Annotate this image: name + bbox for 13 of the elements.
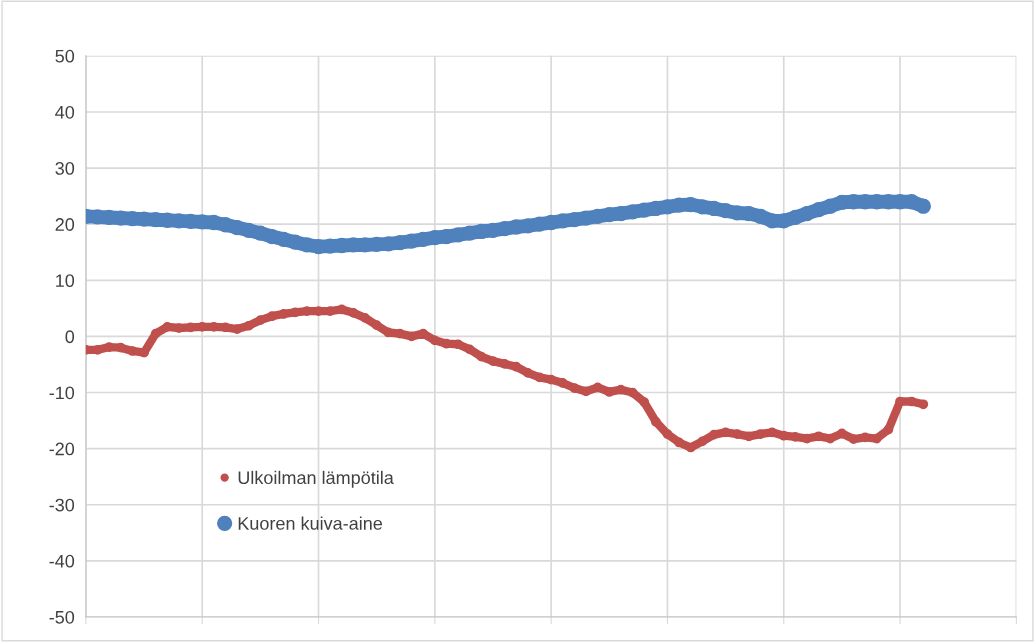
legend-label: Kuoren kuiva-aine (238, 516, 383, 530)
y-tick-label: 10 (56, 274, 75, 288)
y-tick-label: -10 (49, 386, 75, 400)
y-tick-label: 20 (55, 218, 75, 231)
y-tick-label: -40 (49, 554, 75, 568)
legend-label: Ulkoilman lämpötila (238, 470, 394, 488)
y-tick-label: 30 (55, 162, 75, 175)
y-tick-label: 40 (55, 105, 75, 119)
y-tick-label: -20 (49, 442, 75, 456)
y-tick-label: -30 (49, 498, 75, 512)
y-tick-label: -50 (49, 610, 75, 624)
y-tick-label: 0 (65, 330, 75, 344)
y-tick-label: 50 (55, 49, 75, 63)
